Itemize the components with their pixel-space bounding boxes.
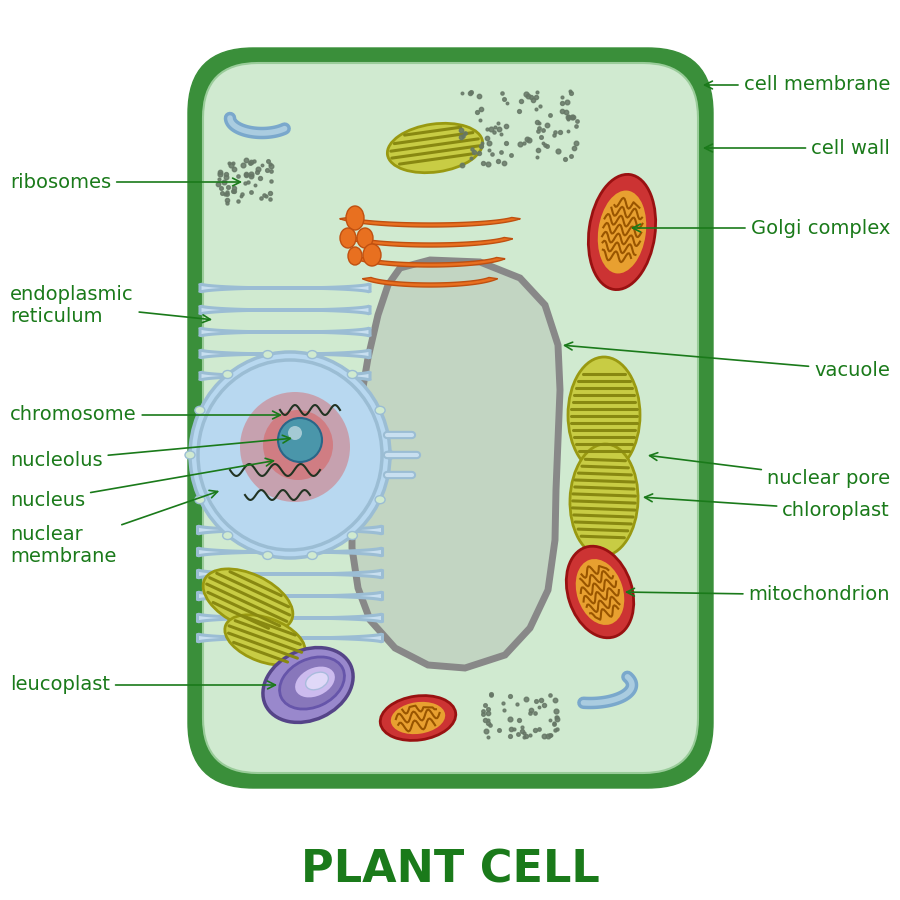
Text: ribosomes: ribosomes <box>10 173 240 192</box>
Ellipse shape <box>195 406 205 414</box>
Ellipse shape <box>307 552 318 560</box>
Text: nuclear
membrane: nuclear membrane <box>10 491 218 565</box>
Ellipse shape <box>185 451 195 459</box>
Text: cell wall: cell wall <box>705 139 890 158</box>
Ellipse shape <box>363 244 381 266</box>
Ellipse shape <box>570 444 638 556</box>
Polygon shape <box>339 218 520 227</box>
Polygon shape <box>200 372 370 381</box>
Ellipse shape <box>203 569 292 631</box>
Ellipse shape <box>347 371 357 379</box>
Ellipse shape <box>340 228 356 248</box>
Ellipse shape <box>566 546 634 638</box>
Ellipse shape <box>263 410 333 480</box>
Text: nucleolus: nucleolus <box>10 436 291 470</box>
Polygon shape <box>355 257 505 267</box>
FancyBboxPatch shape <box>188 48 713 788</box>
Text: PLANT CELL: PLANT CELL <box>301 849 599 892</box>
Ellipse shape <box>222 532 233 539</box>
Text: vacuole: vacuole <box>564 342 890 380</box>
Polygon shape <box>200 328 370 337</box>
Ellipse shape <box>307 351 318 358</box>
Polygon shape <box>197 591 382 600</box>
Polygon shape <box>197 614 382 623</box>
Text: chromosome: chromosome <box>10 406 281 425</box>
Text: leucoplast: leucoplast <box>10 676 275 695</box>
Polygon shape <box>197 570 382 579</box>
Polygon shape <box>352 260 560 668</box>
Ellipse shape <box>225 615 305 665</box>
Text: mitochondrion: mitochondrion <box>626 586 890 605</box>
Ellipse shape <box>357 228 373 248</box>
Ellipse shape <box>598 191 646 274</box>
Ellipse shape <box>385 451 395 459</box>
Polygon shape <box>200 349 370 358</box>
Polygon shape <box>347 238 513 247</box>
Ellipse shape <box>263 351 273 358</box>
Polygon shape <box>197 547 382 556</box>
Text: chloroplast: chloroplast <box>644 494 890 519</box>
Polygon shape <box>363 277 498 287</box>
Ellipse shape <box>568 357 640 473</box>
Ellipse shape <box>190 352 390 558</box>
Polygon shape <box>197 526 382 535</box>
Ellipse shape <box>375 406 385 414</box>
Ellipse shape <box>387 123 482 173</box>
Ellipse shape <box>348 247 362 265</box>
Polygon shape <box>197 634 382 643</box>
Ellipse shape <box>576 559 625 625</box>
Ellipse shape <box>278 418 322 462</box>
Ellipse shape <box>195 496 205 504</box>
Ellipse shape <box>280 657 345 709</box>
Ellipse shape <box>263 552 273 560</box>
Ellipse shape <box>346 206 364 230</box>
Ellipse shape <box>240 392 350 502</box>
Ellipse shape <box>375 496 385 504</box>
Ellipse shape <box>306 672 328 689</box>
Text: nucleus: nucleus <box>10 458 274 509</box>
Polygon shape <box>200 284 370 292</box>
Ellipse shape <box>347 532 357 539</box>
Text: nuclear pore: nuclear pore <box>650 453 890 488</box>
FancyBboxPatch shape <box>203 63 698 773</box>
Ellipse shape <box>222 371 233 379</box>
Ellipse shape <box>380 696 455 741</box>
Ellipse shape <box>589 175 656 290</box>
Text: Golgi complex: Golgi complex <box>633 219 890 238</box>
Ellipse shape <box>263 648 353 723</box>
Ellipse shape <box>294 665 336 698</box>
Ellipse shape <box>391 702 446 734</box>
Text: cell membrane: cell membrane <box>705 76 890 94</box>
Ellipse shape <box>288 426 302 440</box>
Text: endoplasmic
reticulum: endoplasmic reticulum <box>10 284 211 326</box>
Polygon shape <box>200 305 370 314</box>
Ellipse shape <box>198 360 382 550</box>
